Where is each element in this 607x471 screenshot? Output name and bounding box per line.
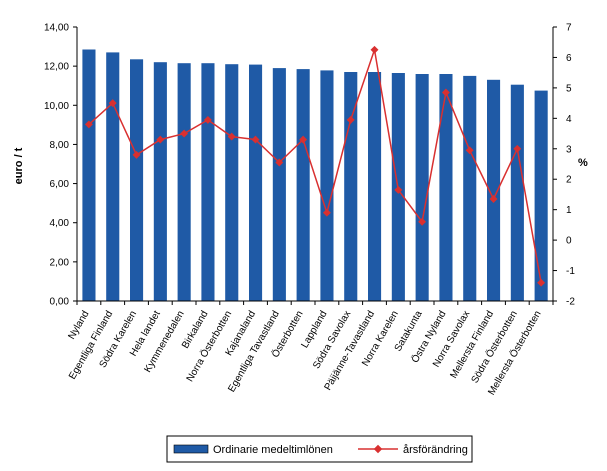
- line-point: [203, 115, 212, 124]
- line-point: [227, 132, 236, 141]
- line-point: [180, 129, 189, 138]
- bar: [463, 75, 477, 302]
- line-point: [275, 158, 284, 167]
- line-point: [132, 150, 141, 159]
- bar: [320, 70, 334, 302]
- left-axis-tick-labels: 0,00 2,00 4,00 6,00 8,00 10,00 12,00 14,00: [44, 23, 69, 308]
- y2-tick-label: 1: [566, 205, 572, 216]
- legend-bar-swatch: [173, 444, 209, 454]
- axes: [73, 26, 557, 305]
- y2-tick-label: 2: [566, 175, 572, 186]
- bar: [177, 63, 191, 302]
- legend: Ordinarie medeltimlönen årsförändring: [166, 435, 473, 463]
- bar: [106, 52, 120, 302]
- y-tick-label: 10,00: [44, 101, 69, 112]
- legend-box: [166, 435, 473, 463]
- bar: [487, 79, 501, 301]
- y-tick-label: 14,00: [44, 23, 69, 34]
- y2-tick-label: 7: [566, 23, 572, 34]
- bar: [510, 84, 524, 301]
- bar: [368, 72, 382, 301]
- line-point: [465, 146, 474, 155]
- y2-tick-label: 4: [566, 114, 572, 125]
- y2-tick-label: 5: [566, 83, 572, 94]
- legend-line-marker: [373, 444, 383, 454]
- bar: [415, 74, 429, 301]
- line-point: [156, 135, 165, 144]
- y-tick-label: 6,00: [50, 179, 70, 190]
- bar: [82, 49, 96, 301]
- bar: [249, 64, 263, 301]
- legend-bar-label: Ordinarie medeltimlönen: [213, 444, 333, 456]
- bar: [439, 74, 453, 301]
- y2-tick-label: -2: [566, 297, 575, 308]
- bar: [534, 90, 548, 301]
- bar: [153, 62, 167, 302]
- y-axis-title: euro / t: [13, 147, 25, 184]
- y-tick-label: 0,00: [50, 297, 70, 308]
- bar: [272, 68, 286, 301]
- line-point: [251, 135, 260, 144]
- right-axis-tick-labels: -2 -1 0 1 2 3 4 5 6 7: [566, 23, 575, 308]
- y2-tick-label: 0: [566, 236, 572, 247]
- line-point: [394, 185, 403, 194]
- bar: [201, 63, 215, 302]
- y-tick-label: 8,00: [50, 140, 70, 151]
- y-tick-label: 12,00: [44, 62, 69, 73]
- line-point: [108, 99, 117, 108]
- y-tick-label: 2,00: [50, 257, 70, 268]
- y2-tick-label: 6: [566, 53, 572, 64]
- bar: [344, 72, 358, 301]
- legend-line-label: årsförändring: [403, 444, 468, 456]
- line-point: [537, 278, 546, 287]
- y-tick-label: 4,00: [50, 218, 70, 229]
- line-point: [489, 195, 498, 203]
- line-point: [513, 144, 522, 153]
- bar-series: [82, 49, 548, 302]
- line-point: [418, 217, 427, 226]
- bar: [130, 59, 144, 301]
- line-point: [322, 208, 331, 217]
- bar: [225, 64, 239, 301]
- line-path: [88, 49, 542, 283]
- line-point: [84, 120, 93, 129]
- bar: [296, 69, 310, 301]
- y2-tick-label: -1: [566, 266, 575, 277]
- line-point: [299, 135, 308, 144]
- y2-axis-title: %: [578, 157, 588, 169]
- x-tick-label: Nyland: [66, 309, 91, 341]
- y2-tick-label: 3: [566, 144, 572, 155]
- line-point: [370, 45, 379, 54]
